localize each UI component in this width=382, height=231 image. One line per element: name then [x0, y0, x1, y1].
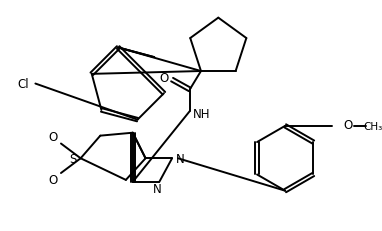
Text: O: O: [343, 119, 353, 132]
Text: O: O: [49, 174, 58, 187]
Text: S: S: [69, 152, 76, 165]
Text: N: N: [153, 182, 162, 195]
Text: O: O: [160, 72, 169, 85]
Text: Cl: Cl: [18, 78, 29, 91]
Text: NH: NH: [193, 107, 210, 120]
Text: O: O: [49, 131, 58, 143]
Text: N: N: [176, 152, 185, 165]
Text: CH₃: CH₃: [363, 121, 382, 131]
